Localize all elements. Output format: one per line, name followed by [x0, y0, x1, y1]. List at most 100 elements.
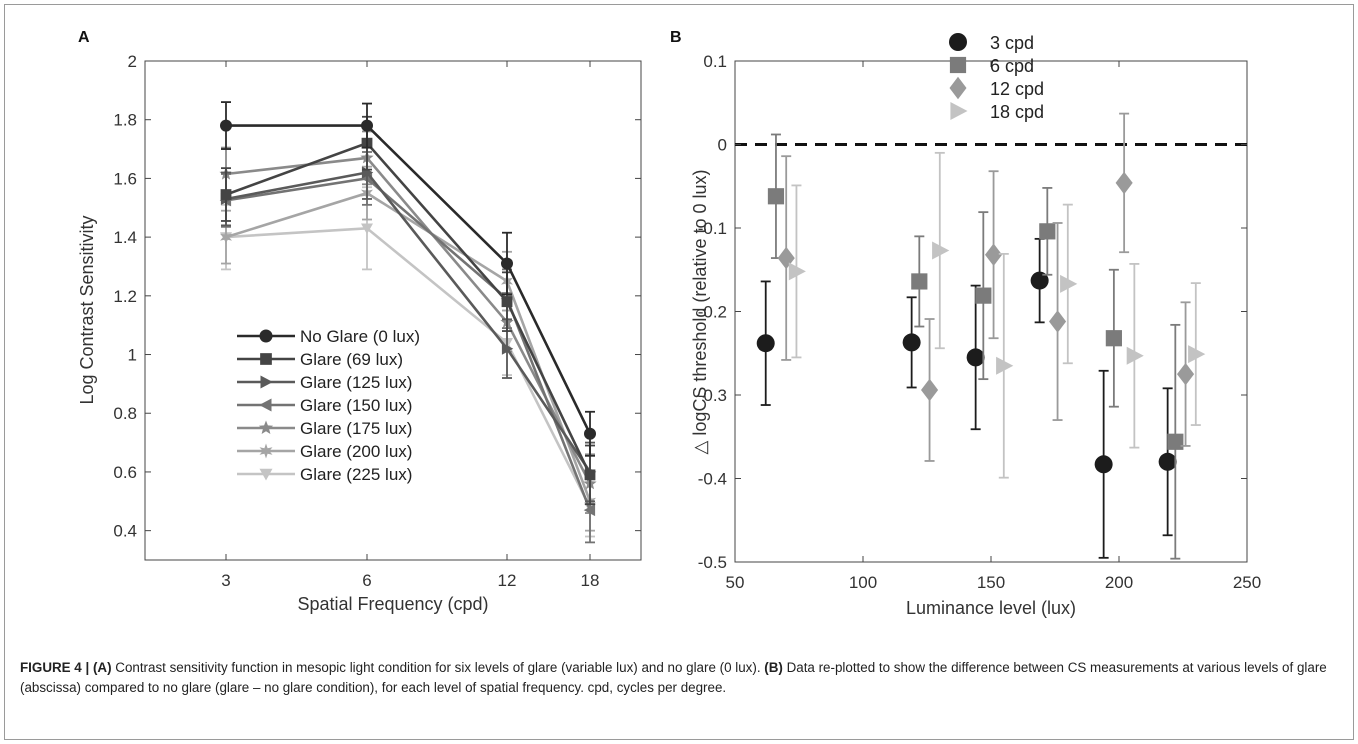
caption-figure-label: FIGURE 4 |	[20, 660, 93, 675]
panel-b-y-axis-label: △ logCS threshold (relative to 0 lux)	[690, 170, 710, 455]
caption-part-a-text: Contrast sensitivity function in mesopic…	[111, 660, 765, 675]
panel-b-series	[777, 112, 1195, 462]
panel-b-x-tick-label: 100	[849, 573, 877, 592]
panel-b-legend-marker	[950, 102, 968, 120]
panel-b-data-point	[1039, 223, 1056, 240]
panel-b-legend-label: 6 cpd	[990, 56, 1034, 76]
panel-b-x-axis-label: Luminance level (lux)	[906, 598, 1076, 618]
panel-b-chart: -0.5 -0.4 -0.3 -0.2 -0.1 0 0.1 50 100 150 200 250 3…	[690, 33, 1261, 618]
panel-a-x-tick-label: 18	[581, 571, 600, 590]
panel-b-data-point	[1105, 330, 1122, 347]
panel-a-legend-label: Glare (125 lux)	[300, 373, 412, 392]
panel-a-y-tick-label: 1.4	[113, 228, 137, 247]
caption-part-a-label: (A)	[92, 660, 112, 675]
panel-a-legend-marker	[259, 468, 273, 481]
panel-a-data-point	[220, 189, 232, 200]
panel-a-legend-label: Glare (69 lux)	[300, 350, 403, 369]
panel-a-series-line	[225, 141, 592, 476]
panel-a-data-point	[501, 296, 513, 308]
panel-a-series-line	[225, 177, 592, 511]
panel-a-x-tick-label: 6	[362, 571, 371, 590]
caption-part-b-label: (B)	[764, 660, 783, 675]
panel-a-y-tick-label: 1.6	[113, 169, 137, 188]
panel-b-y-tick-label: 0.1	[703, 52, 727, 71]
panel-a-y-tick-label: 1.2	[113, 287, 137, 306]
panel-b-y-tick-label: -0.1	[698, 219, 727, 238]
panel-a-data-point	[501, 342, 514, 355]
panel-a-x-tick-label: 12	[498, 571, 517, 590]
panel-b-data-point	[1167, 433, 1184, 450]
panel-b-data-point	[921, 378, 939, 402]
panel-b-y-tick-label: -0.5	[698, 553, 727, 572]
panel-b-series	[788, 151, 1206, 479]
panel-b-data-point	[932, 241, 950, 260]
panel-b-data-point	[1188, 345, 1206, 364]
panel-b-series	[767, 133, 1184, 560]
panel-a-legend-marker	[259, 443, 273, 459]
panel-b-data-point	[996, 356, 1014, 375]
panel-b-data-point	[902, 333, 921, 352]
panel-a-legend-label: No Glare (0 lux)	[300, 327, 420, 346]
panel-a-series-line	[225, 226, 592, 508]
panel-b-x-tick-label: 150	[977, 573, 1005, 592]
panel-b-y-tick-label: -0.2	[698, 303, 727, 322]
panel-b-data-point	[1094, 455, 1113, 474]
panel-b-data-point	[911, 273, 928, 290]
panel-a-legend-marker	[258, 420, 274, 434]
panel-b-legend-marker	[949, 76, 967, 100]
panel-b-data-point	[1126, 346, 1144, 365]
panel-a-y-tick-label: 1.8	[113, 111, 137, 130]
panel-a-y-tick-label: 0.6	[113, 463, 137, 482]
panel-a-series-line	[225, 171, 592, 473]
panel-a-data-point	[220, 119, 232, 132]
panel-b-x-tick-label: 50	[726, 573, 745, 592]
panel-b-series	[756, 237, 1177, 559]
panel-a-y-tick-label: 2	[128, 52, 137, 71]
panel-a-series	[220, 101, 596, 457]
panel-a-chart: 0.4 0.6 0.8 1 1.2 1.4 1.6 1.8 2 3 6 12 18 No Glare (…	[77, 52, 642, 614]
panel-a-legend-label: Glare (175 lux)	[300, 419, 412, 438]
panel-a-y-tick-label: 0.8	[113, 404, 137, 423]
panel-label-a: A	[78, 29, 90, 46]
panel-a-series-line	[226, 124, 592, 435]
panel-a-data-point	[361, 119, 373, 132]
panel-a-series	[220, 186, 596, 538]
panel-a-data-point	[583, 504, 596, 517]
panel-label-b: B	[670, 29, 682, 46]
panel-b-data-point	[1030, 271, 1049, 290]
panel-b-data-point	[756, 334, 775, 353]
figure-caption: FIGURE 4 | (A) Contrast sensitivity func…	[20, 658, 1335, 698]
panel-a-legend-marker	[260, 375, 273, 389]
panel-a-x-tick-label: 3	[221, 571, 230, 590]
panel-b-data-point	[1060, 274, 1078, 293]
panel-a-legend-label: Glare (200 lux)	[300, 442, 412, 461]
panel-a-y-axis-label: Log Contrast Sensitivity	[77, 215, 97, 404]
panel-b-y-tick-label: 0	[718, 136, 727, 155]
panel-b-legend-label: 12 cpd	[990, 79, 1044, 99]
panel-b-y-tick-label: -0.4	[698, 470, 727, 489]
panel-a-legend-marker	[259, 329, 273, 343]
panel-a-legend-marker	[259, 398, 272, 412]
panel-b-data-point	[767, 188, 785, 205]
caption-part-b-text: Data re-plotted to show the difference b…	[20, 660, 1327, 695]
panel-b-legend-marker	[949, 33, 967, 51]
panel-a-x-axis-label: Spatial Frequency (cpd)	[297, 594, 488, 614]
panel-b-y-tick-label: -0.3	[698, 386, 727, 405]
panel-b-data-point	[985, 243, 1003, 266]
panel-b-legend-label: 3 cpd	[990, 33, 1034, 53]
panel-a-axes-box	[144, 60, 642, 561]
panel-a-data-point	[361, 223, 373, 235]
panel-a-y-tick-label: 0.4	[113, 522, 137, 541]
panel-b-data-point	[1115, 171, 1133, 195]
figure-svg: A B 0.4 0.6 0.8 1 1.2 1.4 1.6 1.8 2 3 6 12 18 No Gla…	[77, 29, 1261, 618]
panel-a-legend-marker	[260, 353, 272, 365]
panel-b-data-point	[1177, 362, 1195, 386]
panel-a-data-point	[584, 469, 596, 481]
panel-a-data-point	[220, 230, 232, 244]
panel-a-legend-label: Glare (225 lux)	[300, 465, 412, 484]
panel-b-data-point	[1049, 310, 1067, 333]
panel-b-data-point	[975, 287, 992, 304]
panel-a-y-tick-label: 1	[128, 346, 137, 365]
panel-b-data-point	[777, 246, 795, 270]
panel-b-data-point	[788, 262, 806, 281]
